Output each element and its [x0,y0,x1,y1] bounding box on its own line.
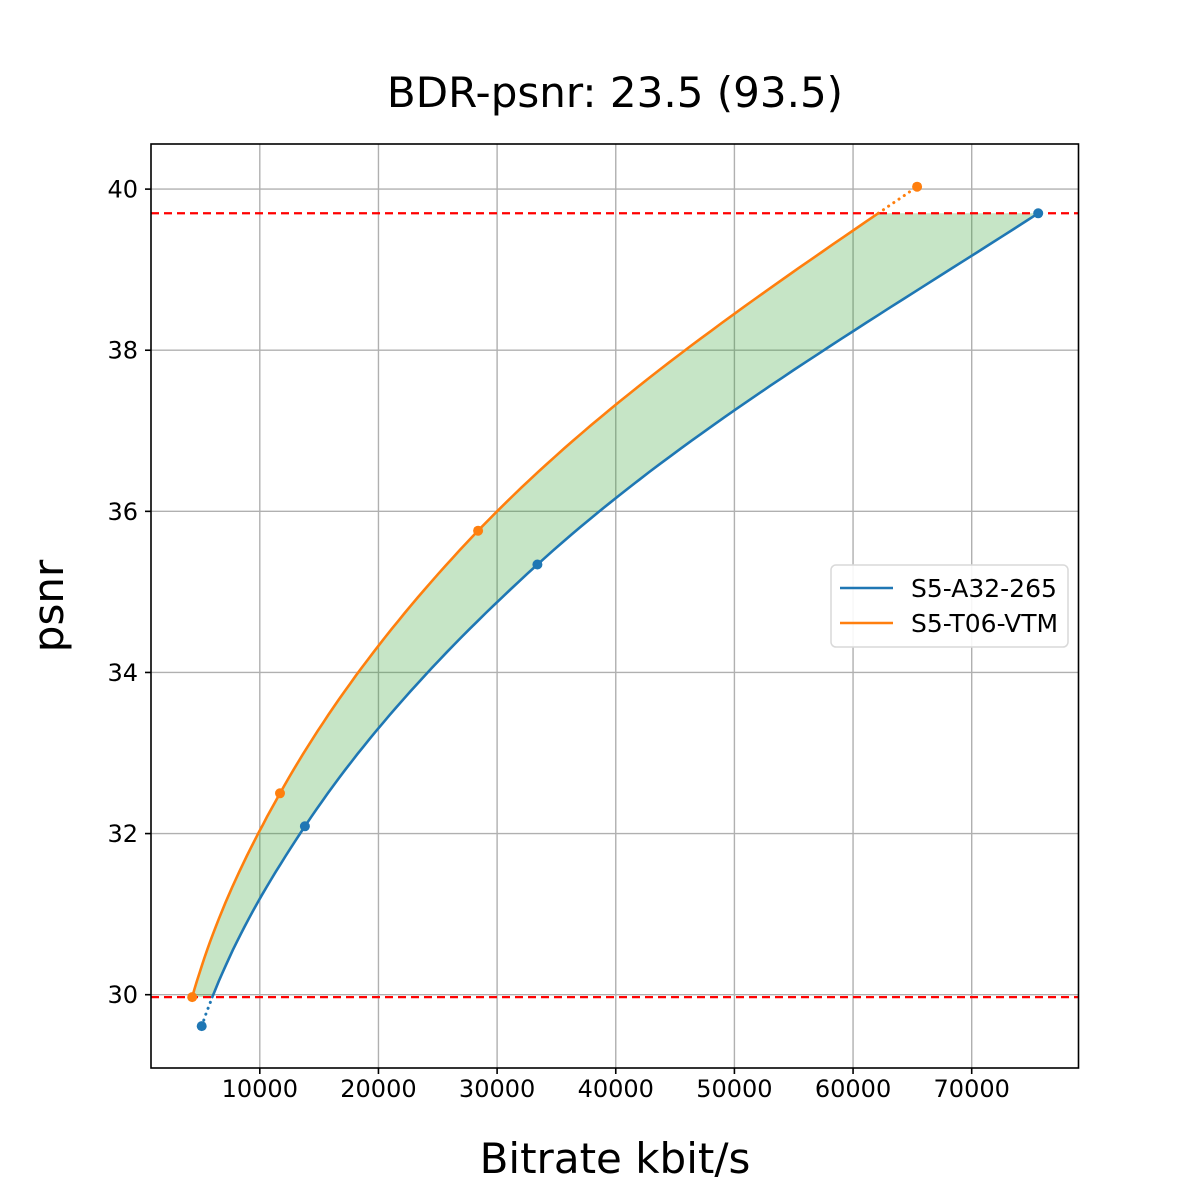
axis-tick-marks [145,188,973,1074]
y-tick-label-32: 32 [107,820,138,848]
x-tick-label-70000: 70000 [934,1075,1010,1103]
legend-entry-s5-t06-vtm: S5-T06-VTM [911,609,1058,638]
legend-box [830,564,1069,648]
legend-entry-s5-a32-265: S5-A32-265 [911,574,1057,603]
x-tick-label-60000: 60000 [815,1075,891,1103]
point-S5-A32-265-1 [299,821,310,832]
point-S5-A32-265-3 [1033,208,1044,219]
point-S5-T06-VTM-0 [187,992,198,1003]
x-tick-label-40000: 40000 [578,1075,654,1103]
y-tick-label-30: 30 [107,981,138,1009]
point-S5-T06-VTM-2 [473,525,484,536]
y-tick-label-34: 34 [107,659,138,687]
x-axis-label: Bitrate kbit/s [480,1134,751,1183]
curve-S5-A32-265 [211,212,1040,999]
point-S5-A32-265-2 [532,559,543,570]
chart-title: BDR-psnr: 23.5 (93.5) [387,68,843,117]
curve-S5-T06-VTM [190,212,880,999]
y-axis-label: psnr [24,559,73,652]
y-tick-label-36: 36 [107,498,138,526]
plot-border [150,143,1080,1069]
x-tick-label-10000: 10000 [222,1075,298,1103]
data-point-markers [187,181,1044,1032]
curve-S5-T06-VTM-excluded-high [876,185,919,215]
y-tick-label-40: 40 [107,176,138,204]
rd-curves [190,185,1040,1028]
x-tick-label-50000: 50000 [696,1075,772,1103]
curve-S5-A32-265-excluded-low [200,995,214,1028]
legend: S5-A32-265 S5-T06-VTM [830,564,1069,648]
point-S5-T06-VTM-1 [275,788,285,799]
y-tick-label-38: 38 [107,337,138,365]
point-S5-A32-265-0 [196,1021,207,1032]
point-S5-T06-VTM-3 [912,181,923,192]
x-tick-label-20000: 20000 [340,1075,416,1103]
axis-tick-labels: 10000 20000 30000 40000 50000 60000 70000 30 32 3… [107,176,1009,1103]
psnr-bound-dashed-lines [151,212,1079,999]
x-tick-label-30000: 30000 [459,1075,535,1103]
